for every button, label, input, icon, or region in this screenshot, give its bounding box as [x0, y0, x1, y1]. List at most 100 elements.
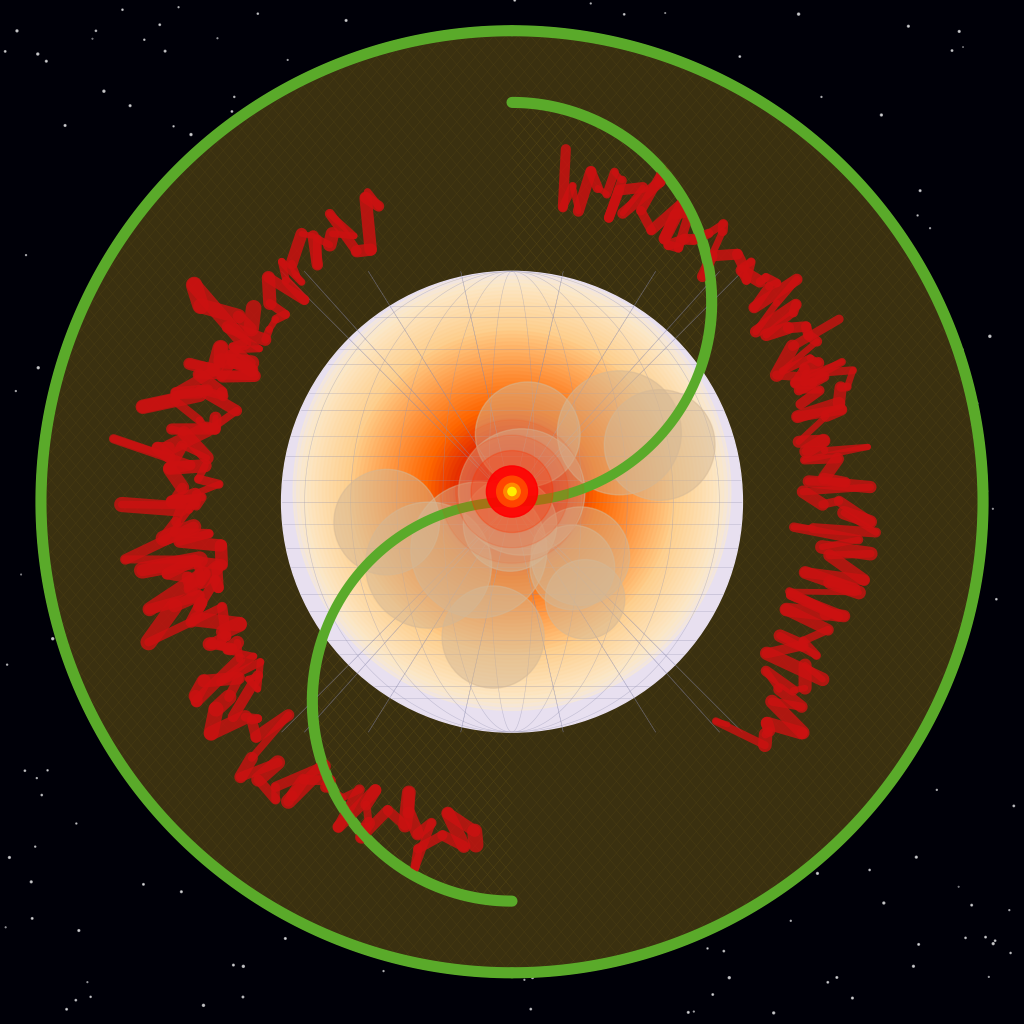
Point [657, 67, 674, 83]
Point [583, 0, 599, 11]
Point [659, 60, 676, 77]
Point [278, 930, 294, 946]
Circle shape [334, 469, 439, 574]
Circle shape [494, 473, 530, 510]
Point [638, 130, 654, 146]
Point [434, 856, 451, 872]
Point [643, 91, 659, 108]
Point [286, 885, 302, 901]
Point [499, 531, 515, 548]
Circle shape [498, 477, 526, 506]
Point [523, 941, 540, 957]
Point [506, 43, 522, 59]
Point [209, 30, 225, 46]
Point [91, 381, 108, 397]
Point [712, 174, 728, 190]
Point [560, 728, 577, 744]
Point [325, 427, 341, 443]
Point [966, 472, 982, 488]
Point [115, 1, 131, 17]
Point [954, 39, 971, 55]
Circle shape [530, 525, 614, 610]
Point [828, 970, 845, 986]
Point [371, 328, 387, 344]
Point [515, 133, 531, 150]
Circle shape [311, 291, 713, 692]
Point [813, 89, 829, 105]
Point [225, 956, 242, 973]
Circle shape [370, 349, 654, 634]
Point [666, 408, 682, 424]
Circle shape [366, 502, 492, 628]
Point [412, 617, 428, 634]
Point [291, 340, 307, 356]
Circle shape [483, 463, 541, 520]
Circle shape [395, 375, 629, 608]
Point [38, 53, 54, 70]
Point [597, 30, 613, 46]
Point [300, 636, 316, 652]
Point [981, 969, 997, 985]
Point [459, 38, 475, 54]
Point [388, 449, 404, 465]
Point [303, 597, 319, 613]
Point [501, 633, 517, 649]
Point [639, 351, 655, 368]
Circle shape [282, 271, 742, 732]
Point [115, 383, 131, 399]
Point [108, 303, 124, 319]
Polygon shape [312, 31, 983, 973]
Point [890, 373, 906, 389]
Point [507, 0, 523, 8]
Point [671, 385, 687, 401]
Point [705, 986, 721, 1002]
Point [513, 170, 529, 186]
Circle shape [300, 280, 724, 703]
Circle shape [546, 559, 625, 639]
Point [257, 607, 273, 624]
Point [876, 895, 892, 911]
Point [293, 659, 309, 676]
Circle shape [450, 429, 574, 554]
Point [68, 992, 84, 1009]
Point [771, 635, 787, 651]
Circle shape [388, 368, 636, 615]
Point [700, 588, 717, 604]
Circle shape [475, 455, 549, 528]
Point [240, 104, 256, 121]
Point [785, 139, 802, 156]
Point [630, 819, 646, 836]
Point [680, 1005, 696, 1021]
Point [524, 970, 541, 986]
Point [711, 568, 727, 585]
Point [183, 126, 200, 142]
Point [419, 869, 435, 886]
Point [497, 447, 513, 464]
Point [622, 295, 638, 311]
Point [39, 762, 55, 778]
Point [821, 213, 838, 229]
Point [369, 154, 385, 170]
Point [737, 894, 754, 910]
Point [196, 997, 212, 1014]
Point [751, 412, 767, 428]
Point [604, 943, 621, 959]
Point [780, 332, 797, 348]
Point [699, 940, 716, 956]
Point [575, 243, 592, 259]
Point [247, 98, 263, 115]
Circle shape [458, 437, 566, 546]
Circle shape [411, 482, 547, 617]
Point [923, 571, 939, 588]
Point [338, 12, 354, 29]
Circle shape [472, 452, 552, 531]
Circle shape [439, 419, 585, 564]
Circle shape [504, 483, 520, 500]
Point [985, 501, 1001, 517]
Point [544, 246, 560, 262]
Circle shape [326, 305, 698, 678]
Circle shape [293, 272, 731, 711]
Point [950, 879, 967, 895]
Point [24, 873, 40, 890]
Circle shape [381, 360, 643, 623]
